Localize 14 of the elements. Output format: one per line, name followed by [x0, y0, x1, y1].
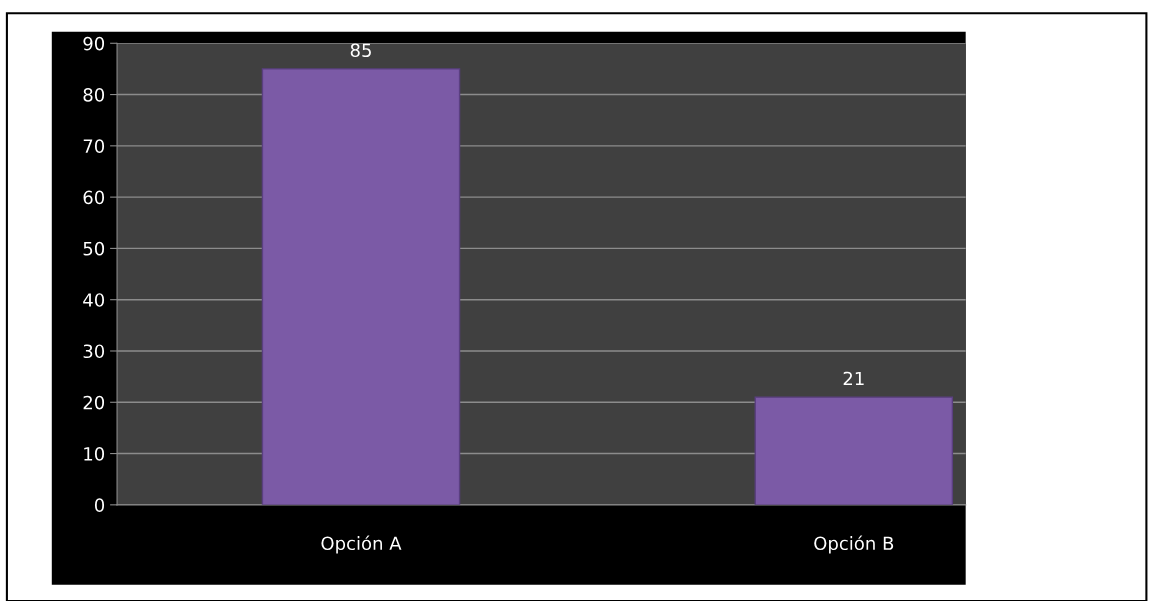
x-tick-label: Opción B	[814, 535, 894, 554]
y-tick-label: 50	[83, 241, 105, 256]
data-label: 85	[350, 43, 371, 58]
y-tick-label: 10	[84, 447, 105, 461]
y-tick-label: 0	[94, 498, 105, 512]
y-tick-label: 30	[83, 344, 105, 359]
y-tick-label: 40	[83, 293, 105, 307]
y-tick-label: 90	[83, 36, 105, 51]
y-tick-label: 20	[83, 395, 105, 410]
data-label: 21	[843, 371, 864, 386]
y-tick-label: 60	[83, 190, 105, 205]
x-tick-label: Opción A	[321, 535, 402, 554]
y-tick-label: 80	[83, 88, 105, 102]
y-tick-label: 70	[83, 139, 105, 153]
